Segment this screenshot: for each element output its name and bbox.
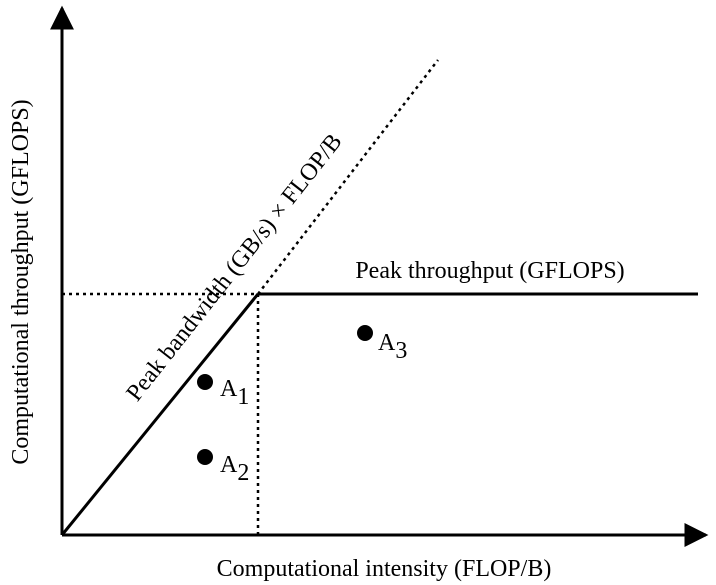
point [197, 374, 213, 390]
y-axis-label: Computational throughput (GFLOPS) [8, 99, 34, 464]
point-subscript: 2 [237, 460, 249, 486]
point-letter: A [378, 330, 396, 356]
point-label: A1 [220, 376, 249, 410]
point-letter: A [220, 452, 238, 478]
point-subscript: 3 [395, 338, 407, 364]
point [197, 449, 213, 465]
x-axis-label: Computational intensity (FLOP/B) [217, 556, 552, 582]
point-label: A3 [378, 330, 407, 364]
point [357, 325, 373, 341]
throughput-label: Peak throughput (GFLOPS) [355, 258, 624, 284]
point-letter: A [220, 376, 238, 402]
bandwidth-roof [60, 293, 260, 536]
bandwidth-extension [257, 59, 439, 295]
bandwidth-label: Peak bandwidth (GB/s) × FLOP/B [122, 129, 348, 406]
point-subscript: 1 [237, 384, 249, 410]
point-label: A2 [220, 452, 249, 486]
